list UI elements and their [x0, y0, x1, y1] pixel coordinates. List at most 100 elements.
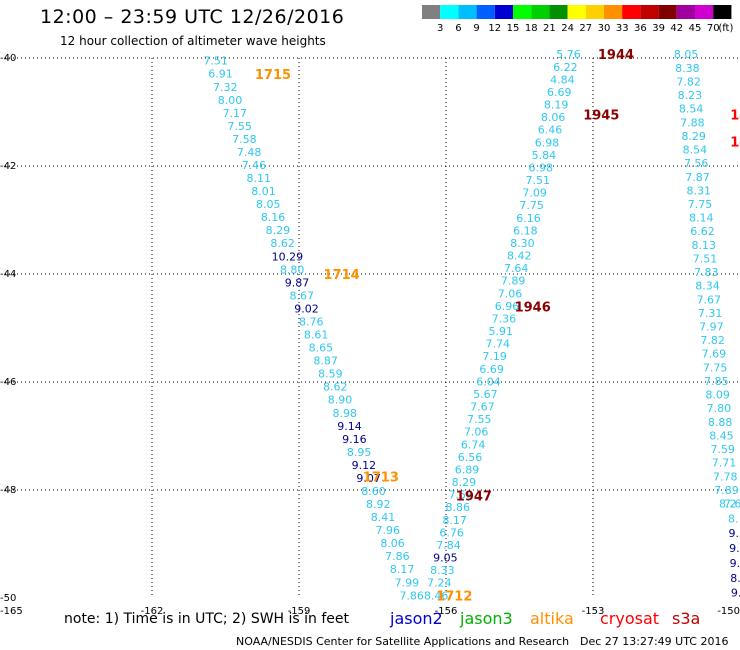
color-legend: 3 6 9 12 15 18 21 24 27 30 33 36 39 42 45 70(ft): [422, 5, 733, 34]
swh-value-label: 8.45: [709, 429, 734, 442]
swh-value-label: 7.6: [724, 498, 740, 511]
swh-value-label: 7.58: [449, 489, 474, 502]
legend-swatch: [713, 5, 732, 19]
pass-time-label: 143: [730, 136, 740, 151]
pass-time-label: 1944: [598, 48, 634, 63]
swh-value-label: 7.51: [525, 174, 550, 187]
legend-label: 21: [543, 23, 556, 34]
swh-value-label: 8.29: [681, 130, 706, 143]
swh-value-label: 7.69: [702, 348, 727, 361]
y-tick-label: -46: [0, 377, 16, 388]
swh-value-label: 8.62: [270, 237, 295, 250]
swh-value-label: 8.90: [328, 394, 353, 407]
swh-value-label: 7.51: [693, 252, 718, 265]
legend-swatch: [440, 5, 459, 19]
legend-label: 9: [473, 23, 479, 34]
timestamp-text: Dec 27 13:27:49 UTC 2016: [580, 635, 729, 648]
swh-value-label: 8.05: [256, 198, 281, 211]
y-tick-label: -42: [0, 161, 16, 172]
swh-value-label: 8.19: [544, 99, 569, 112]
swh-value-label: 7.80: [707, 402, 732, 415]
swh-value-label: 8.29: [452, 476, 477, 489]
swh-value-label: 8.42: [507, 250, 532, 263]
x-tick-label: -150: [717, 606, 740, 617]
legend-swatch: [476, 5, 495, 19]
satellite-altika: altika: [530, 609, 574, 628]
swh-value-label: 8.54: [679, 103, 704, 116]
swh-value-label: 8.80: [280, 263, 305, 276]
swh-value-label: 7.67: [697, 293, 722, 306]
swh-value-label: 8.59: [318, 368, 343, 381]
swh-value-label: 7.51: [203, 55, 228, 68]
swh-value-label: 7.82: [700, 334, 725, 347]
legend-swatch: [458, 5, 477, 19]
swh-value-label: 8.61: [304, 329, 329, 342]
swh-value-label: 9.07: [356, 472, 381, 485]
swh-value-label: 8.98: [333, 407, 358, 420]
swh-value-label: 8.92: [366, 498, 391, 511]
swh-value-label: 8.14: [689, 212, 714, 225]
legend-swatch: [695, 5, 714, 19]
swh-value-label: 9.16: [342, 433, 367, 446]
swh-value-label: 7.89: [714, 484, 739, 497]
swh-value-label: 6.22: [553, 61, 578, 74]
legend-label: 27: [579, 23, 592, 34]
swh-value-label: 8.17: [390, 563, 415, 576]
swh-value-label: 9.14: [337, 420, 362, 433]
swh-value-label: 8.06: [541, 111, 566, 124]
swh-value-label: 8.67: [289, 289, 314, 302]
swh-value-label: 8.54: [683, 144, 708, 157]
swh-value-label: 8.00: [218, 94, 243, 107]
legend-swatch: [676, 5, 695, 19]
swh-value-label: 7.78: [713, 470, 738, 483]
pass-time-label: 143: [730, 109, 740, 124]
pass-time-label: 1947: [456, 489, 492, 504]
legend-swatch: [604, 5, 623, 19]
swh-value-label: 7.46: [242, 159, 267, 172]
legend-swatch: [640, 5, 659, 19]
swh-value-label: 7.88: [680, 116, 705, 129]
swh-value-label: 7.55: [467, 413, 492, 426]
swh-value-label: 7.06: [464, 426, 489, 439]
swh-value-label: 6.74: [461, 438, 486, 451]
satellite-jason3: jason3: [460, 609, 513, 628]
legend-swatch: [549, 5, 568, 19]
pass-time-label: 1946: [515, 300, 551, 315]
y-tick-label: -40: [0, 53, 16, 64]
swh-value-label: 8.60: [361, 485, 386, 498]
legend-label: 6: [455, 23, 461, 34]
swh-value-label: 8.46: [424, 589, 449, 602]
swh-value-label: 7.86: [385, 550, 410, 563]
swh-value-label: 8.29: [266, 224, 291, 237]
swh-value-label: 8.86: [445, 501, 470, 514]
swh-value-label: 6.76: [439, 526, 464, 539]
swh-value-label: 8.16: [261, 211, 286, 224]
legend-label: 12: [488, 23, 501, 34]
swh-value-label: 7.55: [227, 120, 252, 133]
satellite-s3a: s3a: [672, 609, 701, 628]
swh-value-label: 7.83: [694, 266, 719, 279]
swh-value-label: 9.: [730, 557, 740, 570]
swh-value-label: 9.02: [294, 302, 319, 315]
swh-value-label: 7.89: [501, 275, 526, 288]
grid: [5, 57, 740, 598]
legend-swatch: [567, 5, 586, 19]
swh-value-label: 6.96: [495, 300, 520, 313]
swh-value-label: 10.29: [272, 250, 304, 263]
swh-value-label: 7.75: [703, 361, 728, 374]
legend-label: 42: [670, 23, 683, 34]
legend-unit: (ft): [718, 23, 733, 34]
pass-time-label: 1712: [436, 589, 472, 604]
swh-value-label: 8.09: [705, 389, 730, 402]
swh-value-label: 7.17: [223, 107, 248, 120]
axis-labels: -165 -162 -159 -156 -153 -150 -40 -42 -44 -46 -48 -…: [0, 53, 740, 617]
swh-value-label: 6.98: [535, 136, 560, 149]
chart-title: 12:00 – 23:59 UTC 12/26/2016: [40, 6, 345, 28]
swh-value-label: 7.84: [436, 539, 461, 552]
swh-value-label: 9.: [729, 527, 740, 540]
units-note: note: 1) Time is in UTC; 2) SWH is in fe…: [64, 611, 350, 627]
credit-text: NOAA/NESDIS Center for Satellite Applica…: [236, 635, 570, 648]
swh-value-label: 7.09: [522, 187, 547, 200]
swh-value-label: 9.: [731, 587, 740, 600]
swh-value-label: 5.84: [532, 149, 557, 162]
